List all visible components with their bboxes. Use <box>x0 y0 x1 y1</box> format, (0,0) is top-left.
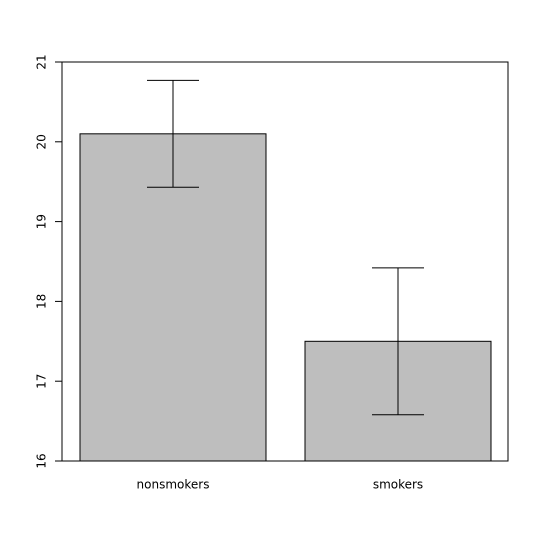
y-tick-label: 18 <box>35 294 49 309</box>
plot-frame <box>61 61 509 462</box>
x-tick-label: nonsmokers <box>137 478 210 492</box>
x-tick-label: smokers <box>373 478 423 492</box>
y-tick-label: 21 <box>35 54 49 69</box>
y-tick-label: 20 <box>35 134 49 149</box>
y-tick-label: 16 <box>35 453 49 468</box>
error-bar <box>372 267 424 416</box>
error-bar <box>147 79 199 188</box>
y-tick-label: 17 <box>35 374 49 389</box>
y-tick-label: 19 <box>35 214 49 229</box>
